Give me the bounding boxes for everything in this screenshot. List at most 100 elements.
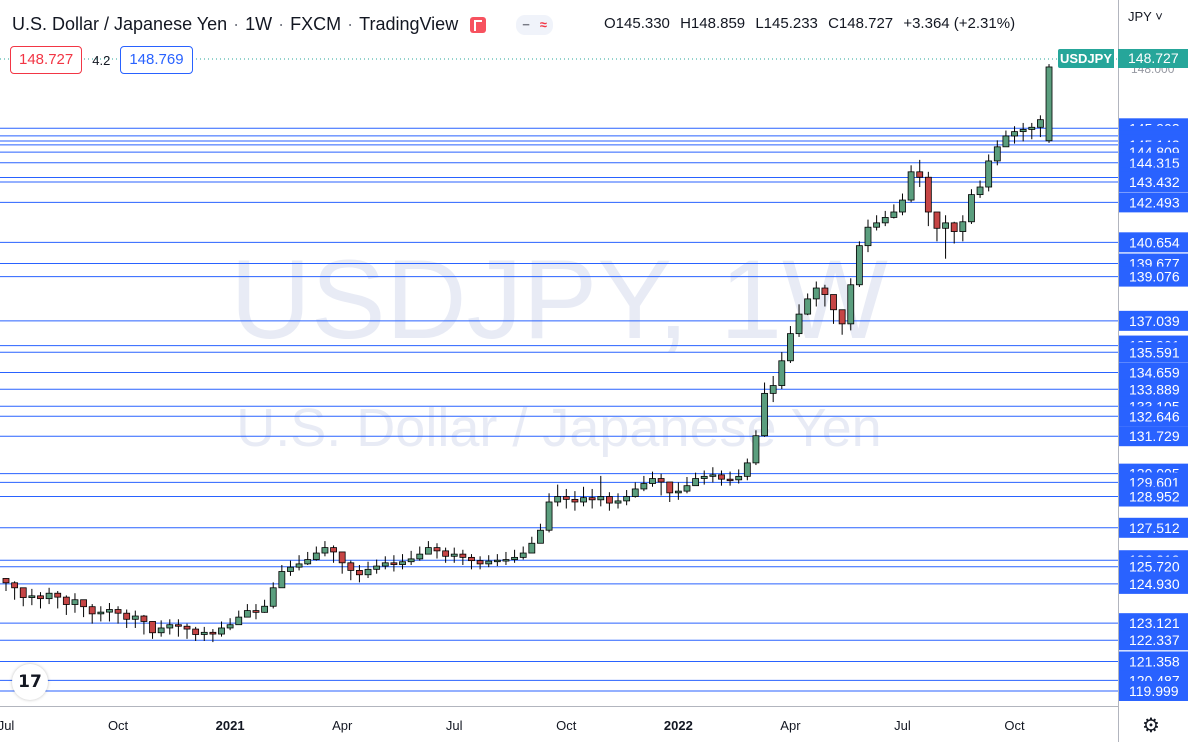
candle	[743, 458, 751, 481]
candle-body-down	[562, 496, 570, 500]
candle-body-up	[976, 186, 984, 196]
candle	[192, 626, 200, 642]
candle-body-up	[407, 558, 415, 563]
candle-body-up	[28, 595, 36, 598]
candle	[933, 211, 941, 242]
candle-body-up	[450, 553, 458, 557]
time-tick-label: 2021	[216, 718, 245, 733]
candle	[666, 481, 674, 502]
candle-body-up	[683, 485, 691, 492]
candle	[554, 484, 562, 507]
level-label-bg	[1119, 342, 1188, 363]
trade-panel: 148.727 4.2 148.769	[10, 46, 193, 74]
candle-body-up	[881, 217, 889, 224]
candle	[295, 555, 303, 571]
candle	[959, 215, 967, 242]
candle	[149, 621, 156, 639]
candle	[812, 281, 820, 307]
candle	[890, 204, 898, 219]
buy-button[interactable]: 148.769	[120, 46, 193, 74]
candle-body-down	[821, 287, 829, 295]
candle	[614, 493, 622, 509]
candle-body-down	[330, 547, 337, 553]
candle	[519, 546, 527, 560]
level-label-text: 131.729	[1129, 428, 1180, 444]
candle	[649, 471, 656, 487]
candle-body-up	[614, 500, 622, 504]
candle-body-up	[769, 385, 777, 394]
candlestick-series	[2, 64, 1053, 643]
level-label-text: 123.121	[1129, 615, 1180, 631]
currency-dropdown[interactable]: JPY ˅	[1128, 9, 1163, 24]
candle	[476, 556, 484, 570]
candle	[606, 492, 613, 511]
candle-body-up	[640, 483, 648, 490]
candle-body-down	[390, 562, 398, 565]
ticker-tag: USDJPY	[1058, 49, 1114, 68]
candle	[321, 541, 329, 557]
candle	[907, 165, 915, 203]
level-label-text: 127.512	[1129, 520, 1180, 536]
level-label-text: 128.952	[1129, 489, 1180, 505]
sell-button[interactable]: 148.727	[10, 46, 83, 74]
candle-body-down	[459, 553, 467, 558]
candle	[19, 587, 27, 607]
candle	[795, 304, 803, 337]
candle-body-down	[149, 621, 156, 634]
candle-body-up	[373, 565, 381, 570]
candle-body-up	[778, 360, 786, 386]
candle-body-up	[1028, 126, 1036, 130]
level-label-bg	[1119, 406, 1188, 427]
level-label-bg	[1119, 379, 1188, 400]
candle	[502, 551, 510, 565]
candle-body-up	[554, 496, 562, 503]
level-label: 121.358	[1119, 651, 1188, 672]
candle	[364, 561, 372, 579]
candle-body-down	[140, 615, 148, 622]
candle	[674, 482, 682, 500]
candle	[338, 551, 346, 574]
tradingview-logo[interactable]: 17	[12, 664, 48, 700]
candle-body-up	[864, 226, 872, 247]
candle-body-up	[157, 627, 165, 634]
candle-body-down	[606, 496, 613, 504]
candle-body-down	[442, 550, 450, 557]
level-label: 134.659	[1119, 362, 1188, 383]
level-label-bg	[1119, 171, 1188, 192]
candle	[330, 545, 337, 563]
candle	[356, 564, 363, 583]
candle-body-up	[45, 592, 53, 600]
candle-body-down	[571, 498, 579, 503]
candle-body-up	[735, 475, 743, 481]
candle-body-up	[71, 599, 79, 605]
time-tick-label: 2022	[664, 718, 693, 733]
candle	[1028, 122, 1036, 140]
candle-body-up	[787, 333, 794, 362]
level-label: 124.930	[1119, 573, 1188, 594]
settings-gear-icon[interactable]: ⚙	[1142, 715, 1160, 737]
price-axis[interactable]: 148.000 145.903145.553145.319145.143144.…	[1118, 0, 1188, 742]
candle-body-up	[485, 560, 493, 565]
level-label-text: 140.654	[1129, 234, 1180, 250]
level-label-text: 139.076	[1129, 269, 1180, 285]
candle	[873, 215, 881, 231]
candle-body-up	[235, 616, 243, 626]
level-label-text: 134.659	[1129, 365, 1180, 381]
time-axis[interactable]: Jul Oct 2021 Apr Jul Oct 2022 Apr Jul Oct	[0, 706, 1118, 743]
candle-body-down	[37, 595, 44, 600]
candle-body-up	[416, 553, 424, 560]
candle-body-up	[381, 562, 389, 567]
candle-body-up	[1011, 131, 1018, 137]
candle	[778, 352, 786, 390]
level-label-bg	[1119, 630, 1188, 651]
candle-body-up	[278, 571, 286, 589]
candle-body-up	[269, 587, 277, 607]
candle-body-up	[873, 222, 881, 228]
level-label-bg	[1119, 556, 1188, 577]
level-label-text: 133.889	[1129, 381, 1180, 397]
candle-body-up	[424, 547, 432, 555]
candle	[1019, 122, 1027, 142]
candle-body-down	[916, 171, 924, 178]
watermark-name: U.S. Dollar / Japanese Yen	[236, 398, 881, 458]
